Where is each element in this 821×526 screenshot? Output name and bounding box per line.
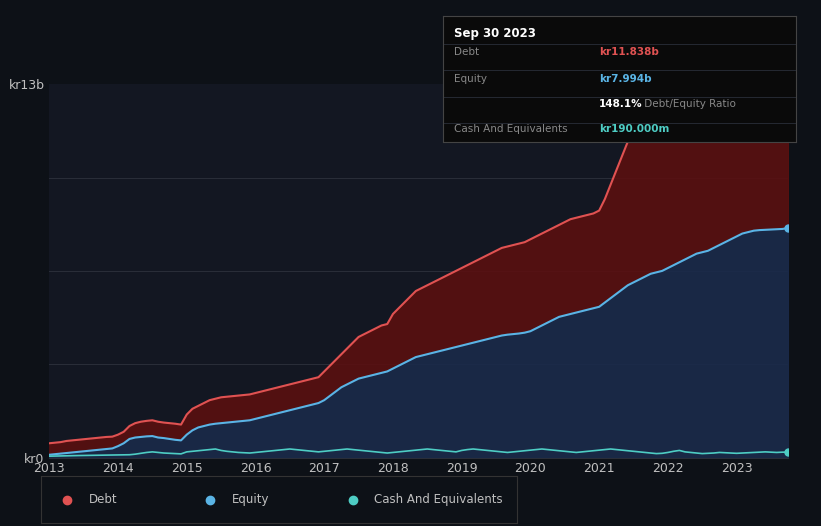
Text: kr190.000m: kr190.000m (599, 125, 669, 135)
Text: Debt/Equity Ratio: Debt/Equity Ratio (641, 99, 736, 109)
Text: Equity: Equity (232, 493, 269, 506)
Text: Cash And Equivalents: Cash And Equivalents (454, 125, 567, 135)
Text: kr7.994b: kr7.994b (599, 74, 651, 84)
Text: kr11.838b: kr11.838b (599, 47, 658, 57)
Text: Sep 30 2023: Sep 30 2023 (454, 27, 536, 40)
Text: Cash And Equivalents: Cash And Equivalents (374, 493, 503, 506)
Text: Debt: Debt (454, 47, 479, 57)
Text: 148.1%: 148.1% (599, 99, 642, 109)
Text: Debt: Debt (89, 493, 117, 506)
Text: Equity: Equity (454, 74, 487, 84)
